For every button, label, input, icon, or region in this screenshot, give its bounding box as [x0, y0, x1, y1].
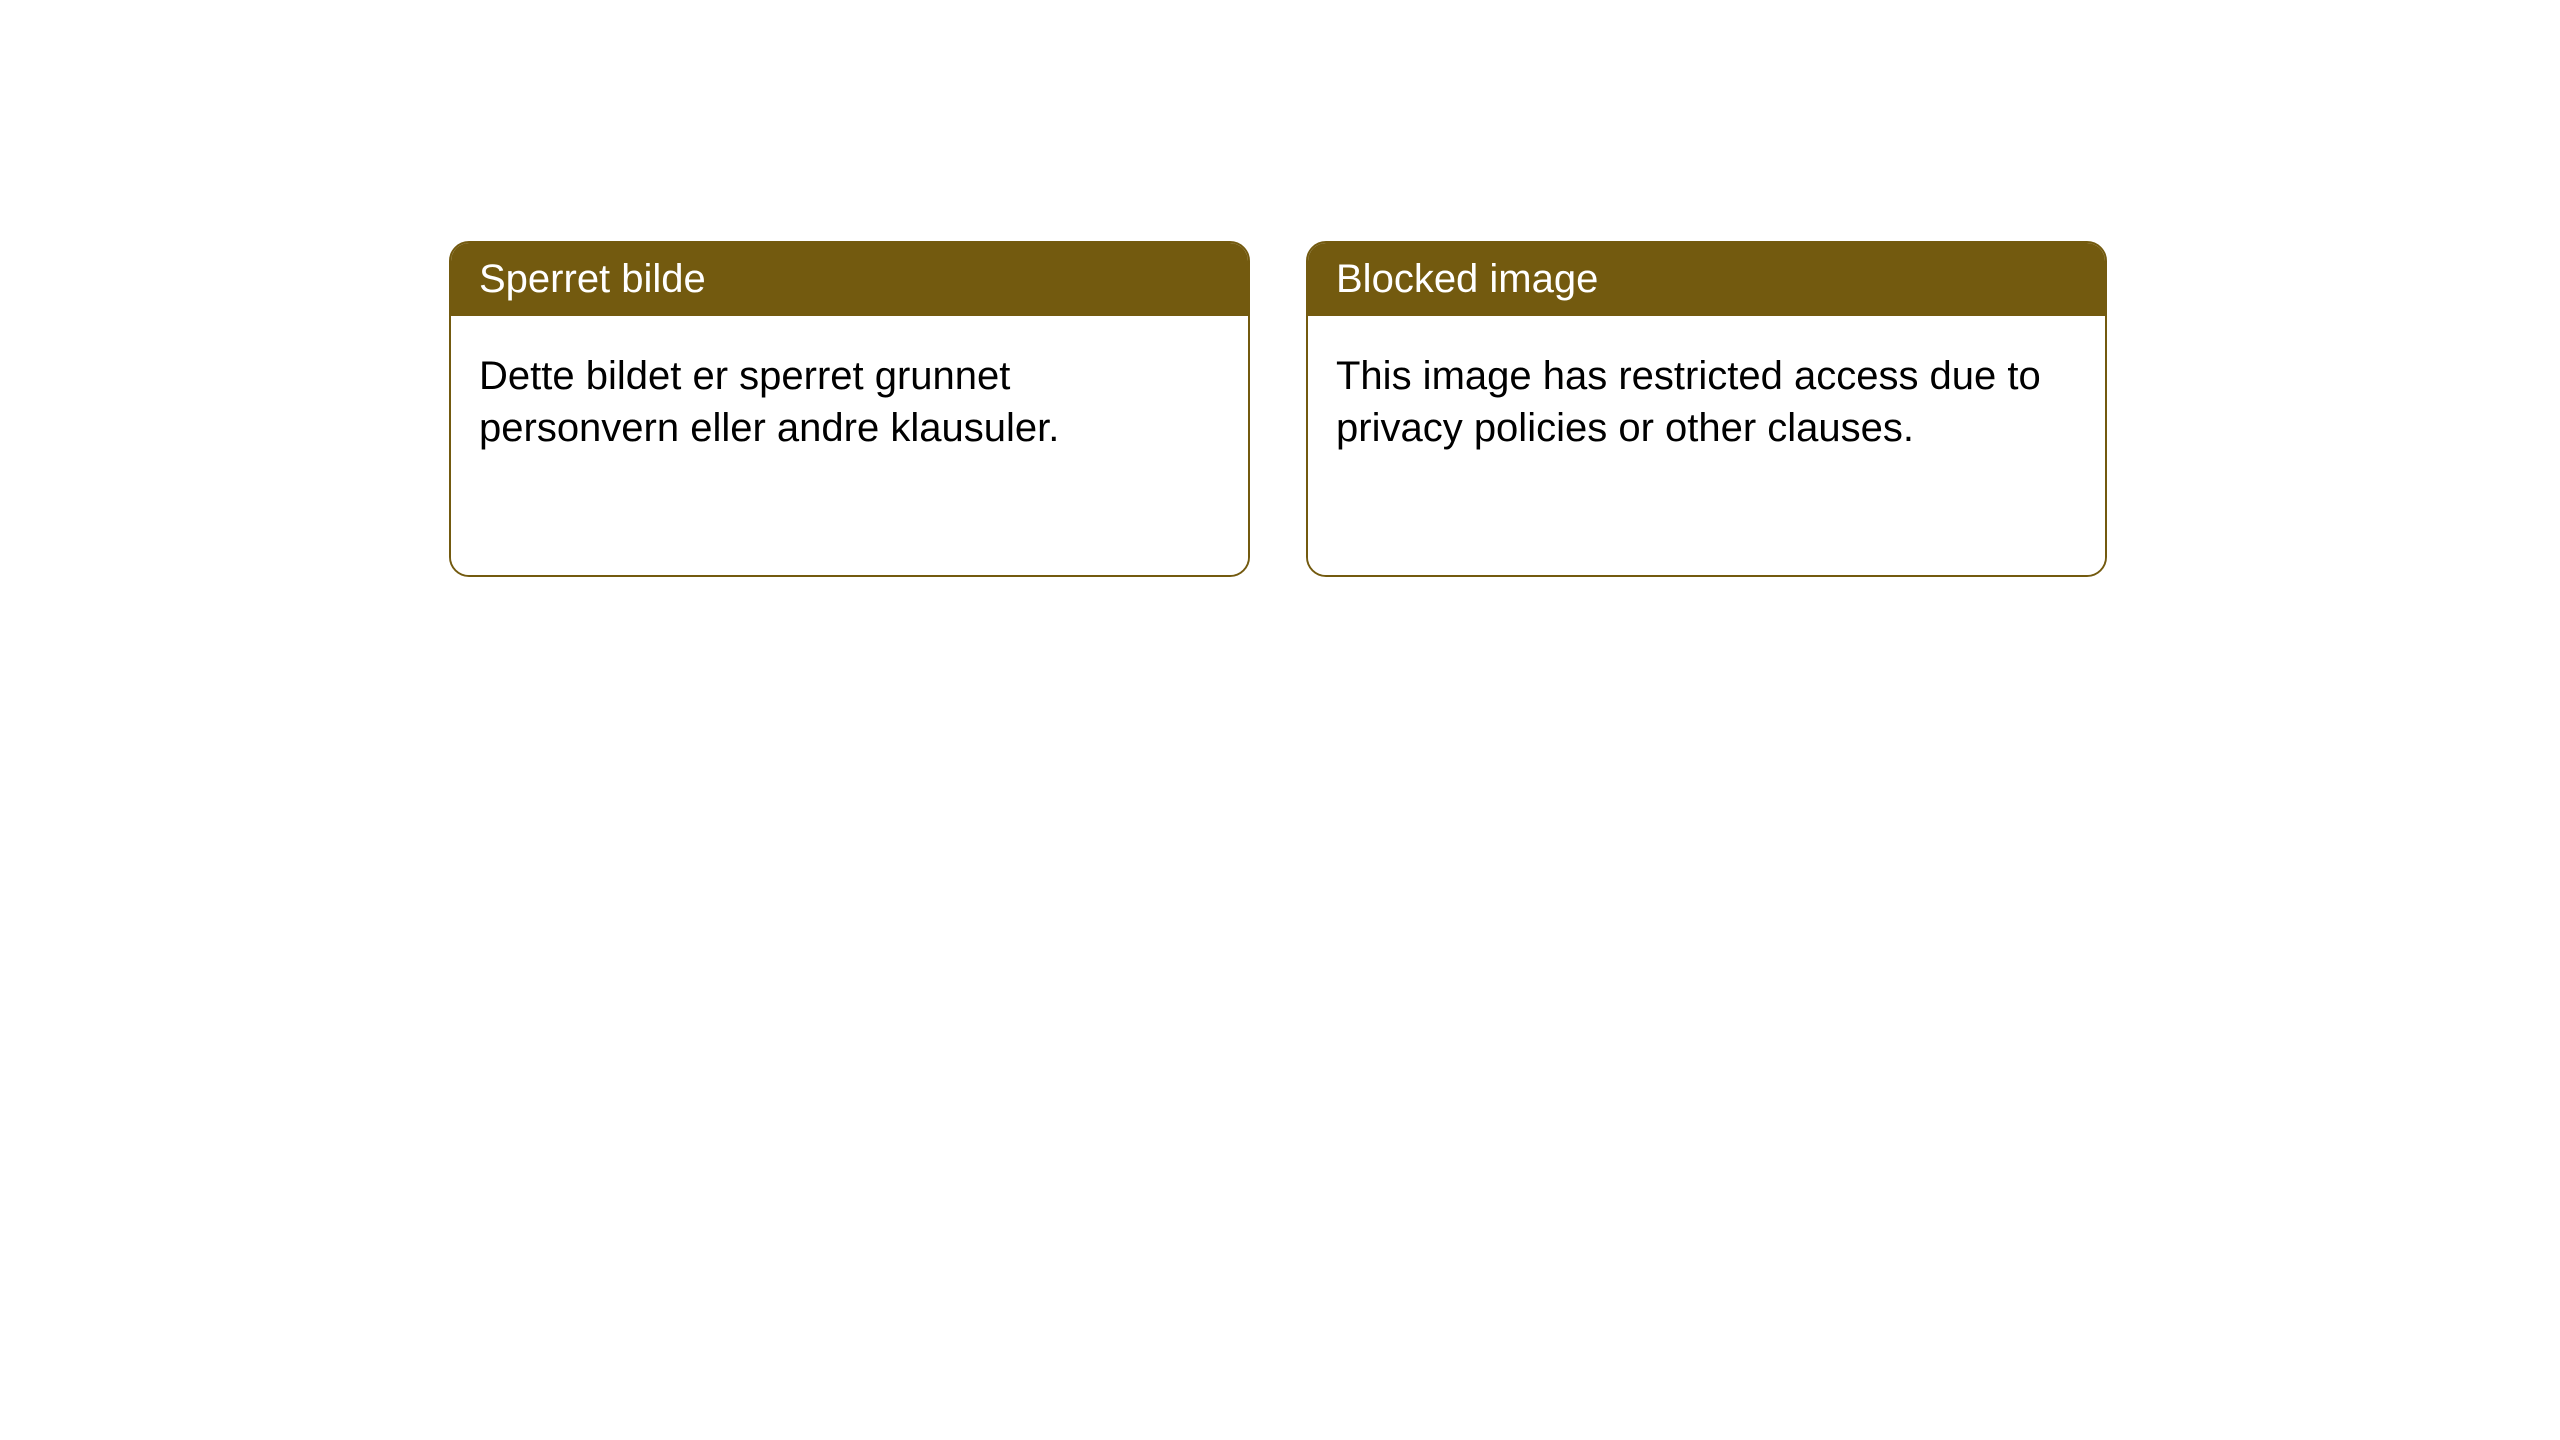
- notice-card-norwegian: Sperret bilde Dette bildet er sperret gr…: [449, 241, 1250, 577]
- notice-header: Sperret bilde: [451, 243, 1248, 316]
- notice-container: Sperret bilde Dette bildet er sperret gr…: [449, 241, 2107, 577]
- notice-text: Dette bildet er sperret grunnet personve…: [479, 354, 1059, 450]
- notice-card-english: Blocked image This image has restricted …: [1306, 241, 2107, 577]
- notice-title: Sperret bilde: [479, 257, 706, 301]
- notice-body: This image has restricted access due to …: [1308, 316, 2105, 575]
- notice-title: Blocked image: [1336, 257, 1598, 301]
- notice-body: Dette bildet er sperret grunnet personve…: [451, 316, 1248, 575]
- notice-text: This image has restricted access due to …: [1336, 354, 2041, 450]
- notice-header: Blocked image: [1308, 243, 2105, 316]
